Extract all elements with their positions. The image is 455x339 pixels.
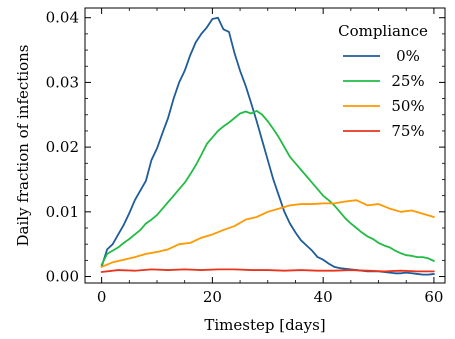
x-tick-label: 60 (424, 288, 443, 306)
y-tick-label: 0.01 (46, 203, 79, 221)
x-axis-label: Timestep [days] (204, 316, 325, 334)
x-tick-label: 20 (203, 288, 222, 306)
series-line-4 (100, 268, 435, 273)
legend-title: Compliance (338, 22, 428, 40)
legend-label-4: 75% (391, 122, 424, 140)
y-tick-label: 0.04 (46, 9, 79, 27)
y-tick-label: 0.03 (46, 73, 79, 91)
ticks-layer (85, 8, 445, 283)
legend-label-2: 25% (391, 72, 424, 90)
y-axis-label: Daily fraction of infections (14, 44, 32, 246)
legend-label-1: 0% (396, 47, 420, 65)
y-tick-label: 0.00 (46, 268, 79, 286)
x-tick-label: 0 (97, 288, 107, 306)
series-line-3 (100, 199, 435, 268)
series-line-1 (100, 16, 435, 276)
y-tick-label: 0.02 (46, 138, 79, 156)
tick-labels: 0 20 40 60 0.00 0.01 0.02 0.03 0.04 (46, 9, 444, 306)
series-line-2 (100, 109, 435, 266)
legend: Compliance 0% 25% 50% 75% (338, 22, 428, 140)
series-layer (100, 16, 435, 276)
plot-frame (84, 7, 446, 284)
x-tick-label: 40 (314, 288, 333, 306)
legend-label-3: 50% (391, 97, 424, 115)
